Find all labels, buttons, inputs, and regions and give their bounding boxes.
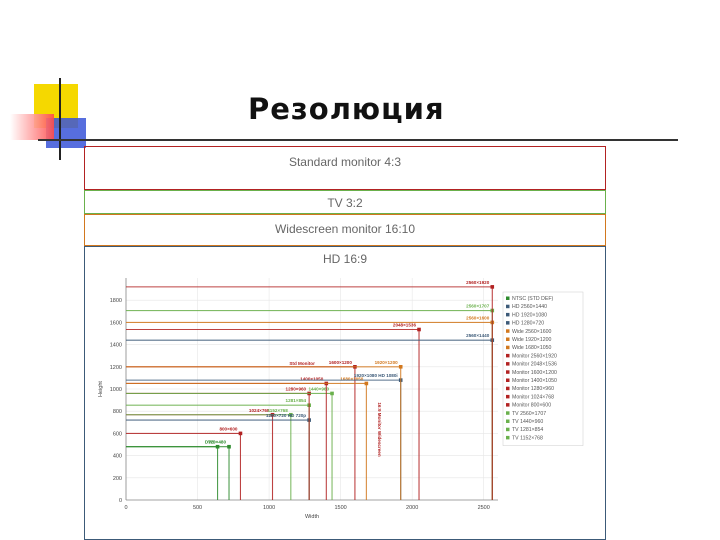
resolution-figure: Standard monitor 4:3 TV 3:2 Widescreen m… <box>84 146 608 540</box>
resolution-point <box>417 327 421 332</box>
legend-item: Monitor 1024×768 <box>512 394 554 400</box>
resolution-label: 1600×1200 <box>329 360 353 365</box>
y-tick-label: 1600 <box>110 320 122 326</box>
legend-swatch <box>506 378 510 382</box>
legend-item: Wide 2560×1600 <box>512 329 551 335</box>
legend-swatch <box>506 411 510 415</box>
legend-box <box>502 291 584 446</box>
x-tick-label: 500 <box>193 505 202 511</box>
y-tick-label: 200 <box>113 476 122 482</box>
resolution-label: 1280×720 HD 720p <box>266 413 306 418</box>
legend-swatch <box>506 312 510 317</box>
slide-title: Резолюция <box>248 92 445 126</box>
y-tick-label: 1200 <box>110 365 122 371</box>
resolution-label: DVD <box>205 440 215 445</box>
band-standard-monitor: Standard monitor 4:3 <box>84 146 606 190</box>
legend-item: TV 2560×1707 <box>512 411 546 417</box>
legend-item: Monitor 1600×1200 <box>512 370 557 376</box>
legend-swatch <box>506 403 510 407</box>
y-tick-label: 400 <box>113 454 122 460</box>
resolution-label: 1920×1080 HD 1080i <box>354 373 398 378</box>
band-widescreen: Widescreen monitor 16:10 <box>84 214 606 246</box>
legend-swatch <box>506 394 510 399</box>
band-hd-label: HD 16:9 <box>322 252 368 266</box>
band-standard-label: Standard monitor 4:3 <box>288 155 402 169</box>
legend-swatch <box>506 337 510 341</box>
resolution-label: 1680×1050 <box>340 376 364 381</box>
resolution-point <box>215 444 220 449</box>
x-tick-label: 0 <box>124 505 127 511</box>
legend-swatch <box>506 435 510 440</box>
resolution-label: 1440×960 <box>308 386 329 391</box>
band-tv-label: TV 3:2 <box>327 196 363 210</box>
resolution-chart: 0 200 400 600 800 1000 1200 1400 1600 1800 0 500 100… <box>98 278 584 520</box>
x-tick-label: 2500 <box>478 505 490 511</box>
resolution-point <box>490 285 495 289</box>
legend-swatch <box>506 296 510 300</box>
legend-swatch <box>506 304 510 309</box>
legend-swatch <box>506 321 510 325</box>
legend-item: TV 1152×768 <box>512 435 543 441</box>
annotation-widescreen: 16:9 Monitor Widescreen <box>377 402 382 457</box>
legend-swatch <box>506 353 510 358</box>
x-tick-label: 1000 <box>263 505 275 511</box>
legend-item: Monitor 1280×960 <box>512 386 554 392</box>
legend-item: TV 1440×960 <box>512 419 543 425</box>
legend-swatch <box>506 386 510 391</box>
x-tick-label: 1500 <box>334 505 346 511</box>
legend-swatch <box>506 345 510 350</box>
resolution-label: 2560×1440 <box>466 333 490 338</box>
resolution-label: 2560×1707 <box>466 304 490 309</box>
legend-item: Monitor 2048×1536 <box>512 362 557 368</box>
legend-swatch <box>506 370 510 374</box>
legend-swatch <box>506 427 510 432</box>
resolution-label: 1152×768 <box>267 408 288 413</box>
legend-item: HD 1280×720 <box>512 321 544 327</box>
legend-item: TV 1281×854 <box>512 427 543 433</box>
resolution-label: 1281×854 <box>286 398 307 403</box>
legend-item: Wide 1680×1050 <box>512 345 551 351</box>
annotation-std-monitor: Std Monitor <box>289 361 315 366</box>
decor-red-square <box>10 114 54 140</box>
legend-item: Monitor 1400×1050 <box>512 378 557 384</box>
legend-item: Monitor 2560×1920 <box>512 353 557 359</box>
band-tv: TV 3:2 <box>84 190 606 214</box>
resolution-label: 720×480 <box>208 440 226 445</box>
resolution-label: 1024×768 <box>249 408 270 413</box>
legend-swatch <box>506 419 510 423</box>
x-axis-title: Width <box>305 514 319 520</box>
resolution-label: 800×600 <box>219 426 237 431</box>
resolution-label: 2048×1536 <box>393 323 417 328</box>
resolution-point <box>238 431 243 436</box>
legend-item: HD 2560×1440 <box>512 304 547 310</box>
resolution-label: 2560×1920 <box>466 280 490 285</box>
y-tick-label: 1800 <box>110 298 122 304</box>
legend-item: HD 1920×1080 <box>512 312 547 318</box>
decor-vertical-line <box>59 78 61 160</box>
legend-swatch <box>506 329 510 333</box>
resolution-point <box>364 381 369 386</box>
resolution-point <box>330 391 334 396</box>
y-tick-label: 0 <box>119 498 122 504</box>
y-tick-label: 1400 <box>110 343 122 349</box>
resolution-label: 1400×1050 <box>300 376 324 381</box>
y-axis-title: Height <box>98 381 104 397</box>
resolution-point <box>398 365 403 369</box>
resolution-label: 2560×1600 <box>466 315 490 320</box>
y-tick-label: 800 <box>113 409 122 415</box>
band-widescreen-label: Widescreen monitor 16:10 <box>274 222 416 236</box>
x-tick-label: 2000 <box>406 505 418 511</box>
resolution-label: 1920×1200 <box>375 360 399 365</box>
legend-item: Wide 1920×1200 <box>512 337 551 343</box>
legend-swatch <box>506 362 510 366</box>
resolution-point <box>227 444 231 449</box>
y-tick-label: 600 <box>113 431 122 437</box>
resolution-point <box>289 412 293 417</box>
legend-item: Monitor 800×600 <box>512 403 551 409</box>
legend-item: NTSC (STD DEF) <box>512 296 553 302</box>
y-tick-label: 1000 <box>110 387 122 393</box>
decor-horizontal-line <box>38 139 678 141</box>
resolution-label: 1280×960 <box>286 386 307 391</box>
